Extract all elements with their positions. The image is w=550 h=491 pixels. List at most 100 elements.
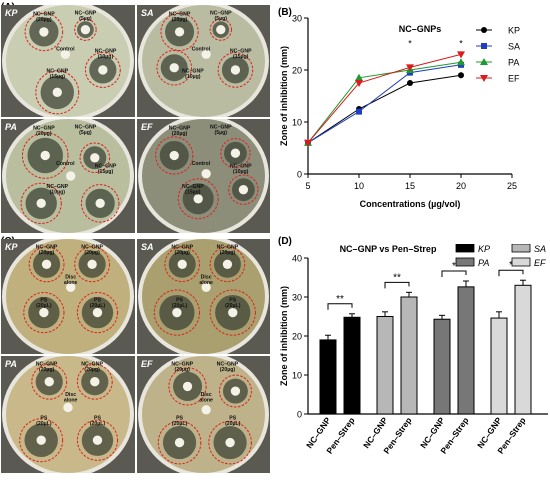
plate-label-line: PS [94,416,101,422]
plate-label: NC–GNP (15µg) [46,69,68,81]
antibiotic-disc [177,259,187,269]
series-point [480,75,488,82]
legend-swatch [455,257,475,267]
legend-label: PA [508,58,519,68]
plate-label-line: PS [176,298,183,304]
plate-label: NC–GNP (15µg) [230,49,252,61]
plate-label-line: (20µg) [84,367,100,373]
plate-label: Control [56,161,75,167]
significance-label: ** [336,294,344,305]
plate-label-line: (10µg) [98,54,114,60]
antibiotic-disc [39,307,49,318]
zone-outline [31,363,68,400]
antibiotic-disc [230,386,241,396]
petri-plate-a-ef: NC–GNP (20µg) NC–GNP (5µg) Control NC–GNP (10µ… [137,119,270,233]
antibiotic-disc [230,65,241,75]
zone-outline [80,184,120,223]
bar [457,286,475,415]
x-tick-label: 10 [354,181,364,191]
y-tick-label: 10 [292,371,302,381]
antibiotic-disc [36,198,46,209]
antibiotic-disc [92,307,103,318]
plate-label-line: NC–GNP [33,12,55,18]
bar-chart-d: NC–GNP vs Pen–Strep 0 10 20 30 40 Zone of inhi… [276,243,550,491]
significance-label: * [459,39,463,49]
plate-label-line: NC–GNP [210,10,232,16]
legend-label: KP [478,244,490,254]
line-chart-svg: 0 10 20 30 5 10 15 20 25 Concentrations (µg/vol) Z… [279,14,520,210]
plate-label-line: (15µg) [185,189,201,195]
plate-tag: PA [5,359,17,369]
zone-outline [156,49,193,86]
plate-label-line: NC–GNP [217,362,239,368]
plate-label: NC–GNP (10µg) [46,184,68,196]
plate-label: NC–GNP (5µg) [210,10,232,22]
legend-label: SA [508,42,520,52]
plate-label-line: NC–GNP [230,49,252,55]
plate-label: NC–GNP (20µg) [169,126,191,138]
series-point [457,51,465,59]
petri-plate-a-sa: NC–GNP (20µg) NC–GNP (5µg) Control NC–GNP (15µ… [137,5,270,117]
legend-swatch [511,243,531,253]
legend-swatch [511,257,531,267]
plate-label: NC–GNP (20µg) [36,362,58,374]
plate-label: PS (20µL) [36,298,52,310]
plate-label-line: PS [40,298,47,304]
antibiotic-disc [230,148,241,158]
plate-label-line: PS [40,416,47,422]
plate-tag: EF [141,122,153,132]
plate-tag: SA [141,8,154,18]
plate-label-line: PS [229,298,236,304]
series-point [407,80,413,86]
plate-label-line: NC–GNP [95,49,117,55]
plate-label-line: PS [94,298,101,304]
legend-label: PA [478,258,489,268]
zone-outline [160,12,199,51]
significance-bracket [441,270,467,278]
zone-outline [209,289,256,336]
plate-label-line: (5µg) [215,130,228,136]
petri-plate-a-pa: NC–GNP (20µg) NC–GNP (5µg) Control NC–GNP (15µ… [1,119,135,233]
plate-label-line: NC–GNP [210,125,232,131]
chart-title: NC–GNP vs Pen–Strep [340,244,437,254]
legend-swatch [455,243,475,253]
plate-label-line: Disc [65,275,76,281]
antibiotic-disc [238,185,249,195]
zone-outline [24,12,64,52]
antibiotic-disc [172,307,182,318]
plate-label: NC–GNP (15µg) [182,184,204,196]
series-point [406,64,414,72]
plate-label: NC–GNP (20µg) [81,245,103,257]
x-tick-label: 15 [405,181,415,191]
antibiotic-disc [169,63,179,73]
zone-outline [28,246,65,283]
plate-label: Disc alone [199,392,213,404]
antibiotic-disc [90,153,100,163]
zone-outline [84,52,121,88]
plate-label: Disc alone [64,392,78,404]
panel-letter-b: (B) [278,7,292,18]
agar-surface [6,239,130,354]
plate-svg: NC–GNP (20µg)NC–GNP (5µg)Control NC–GNP (15µ… [1,119,135,233]
petri-plate-c-ef: NC–GNP (20µg) NC–GNP (20µg) Disc alone PS (20µL… [137,356,270,473]
plate-label-line: NC–GNP [171,245,193,251]
plate-label-line: alone [64,280,78,286]
zone-outline [23,292,65,334]
x-tick-label: 25 [507,181,517,191]
plate-label: Disc alone [199,275,213,287]
plate-label-line: NC–GNP [46,69,68,75]
petri-plate-c-pa: NC–GNP (20µg) NC–GNP (20µg) Disc alone PS (20µL… [1,356,135,473]
panel-letter-d: (D) [278,236,292,247]
plate-label: PS (20µL) [225,416,241,428]
plate-label: PS (20µL) [36,416,52,428]
plate-label-line: (20µg) [220,250,236,256]
antibiotic-disc [222,259,233,269]
plate-label: NC–GNP (20µg) [171,245,193,257]
x-tick-label: 20 [456,181,466,191]
plate-tag: PA [5,122,17,132]
legend-label: KP [508,26,520,36]
plate-label-line: NC–GNP [171,362,193,368]
plate-label-line: NC–GNP [169,12,191,18]
